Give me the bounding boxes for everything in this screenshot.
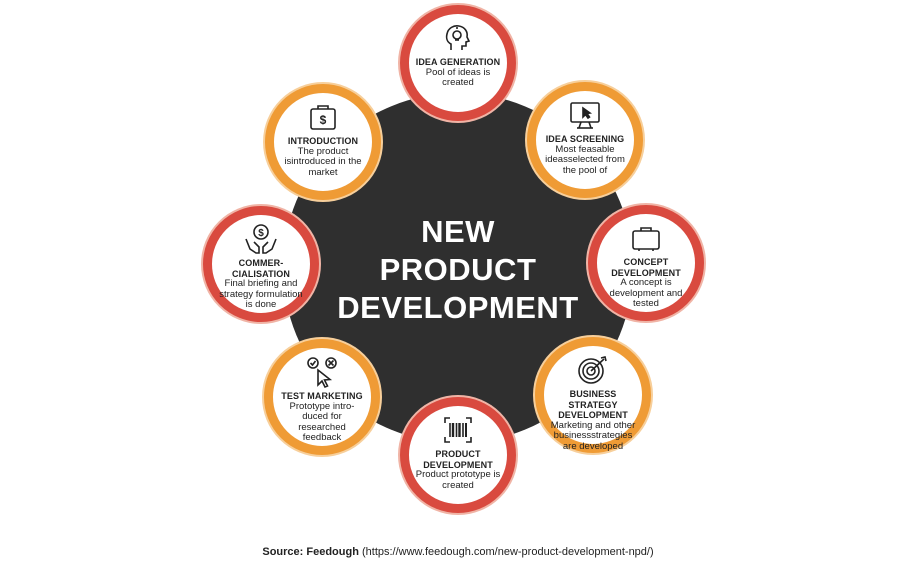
stage-title: BUSINESS STRATEGY DEVELOPMENT (558, 389, 628, 420)
stage-commercialisation: $ COMMER-CIALISATION Final briefing and … (203, 206, 319, 322)
stage-title: IDEA GENERATION (415, 57, 501, 67)
svg-text:$: $ (258, 228, 264, 239)
stage-title: CONCEPT DEVELOPMENT (611, 257, 681, 278)
monitor-cursor-icon (568, 99, 602, 131)
briefcase-icon (629, 222, 663, 254)
center-title-line: DEVELOPMENT (337, 290, 579, 325)
hands-coin-icon: $ (244, 223, 278, 255)
stage-introduction: $ INTRODUCTION The product isintroduced … (265, 84, 381, 200)
check-cross-cursor-icon (305, 356, 339, 388)
svg-text:$: $ (320, 113, 327, 127)
money-case-icon: $ (306, 101, 340, 133)
stage-description: Pool of ideas is created (425, 66, 491, 88)
stage-concept-development: CONCEPT DEVELOPMENT A concept is develop… (588, 205, 704, 321)
stage-description: Prototype intro-duced for researched fee… (289, 400, 355, 443)
center-title-line: NEW (421, 214, 495, 249)
stage-description: Product prototype is created (415, 469, 501, 491)
stage-test-marketing: TEST MARKETING Prototype intro-duced for… (264, 339, 380, 455)
stage-idea-generation: IDEA GENERATION Pool of ideas is created (400, 5, 516, 121)
stage-title: TEST MARKETING (281, 391, 363, 401)
stage-product-development: PRODUCT DEVELOPMENT Product prototype is… (400, 397, 516, 513)
stage-description: Marketing and other businessstrategies a… (550, 419, 636, 452)
target-arrow-icon (576, 354, 610, 386)
stage-title: PRODUCT DEVELOPMENT (423, 449, 493, 470)
barcode-icon (441, 414, 475, 446)
stage-description: Final briefing and strategy formulation … (219, 278, 303, 310)
stage-title: COMMER-CIALISATION (232, 258, 290, 279)
stage-description: The product isintroduced in the market (284, 145, 362, 178)
stage-business-strategy-development: BUSINESS STRATEGY DEVELOPMENT Marketing … (535, 337, 651, 453)
stage-title: INTRODUCTION (287, 136, 359, 146)
source-url: (https://www.feedough.com/new-product-de… (361, 546, 654, 558)
stage-idea-screening: IDEA SCREENING Most feasable ideasselect… (527, 82, 643, 198)
stage-description: A concept is development and tested (609, 277, 683, 309)
source-caption: Source: Feedough (https://www.feedough.c… (0, 546, 916, 558)
head-lightbulb-icon (441, 22, 475, 54)
center-title-line: PRODUCT (379, 252, 537, 287)
stage-description: Most feasable ideasselected from the poo… (545, 143, 625, 176)
stage-title: IDEA SCREENING (545, 134, 625, 144)
center-title: NEW PRODUCT DEVELOPMENT (330, 213, 586, 327)
source-label: Source: Feedough (262, 546, 359, 558)
